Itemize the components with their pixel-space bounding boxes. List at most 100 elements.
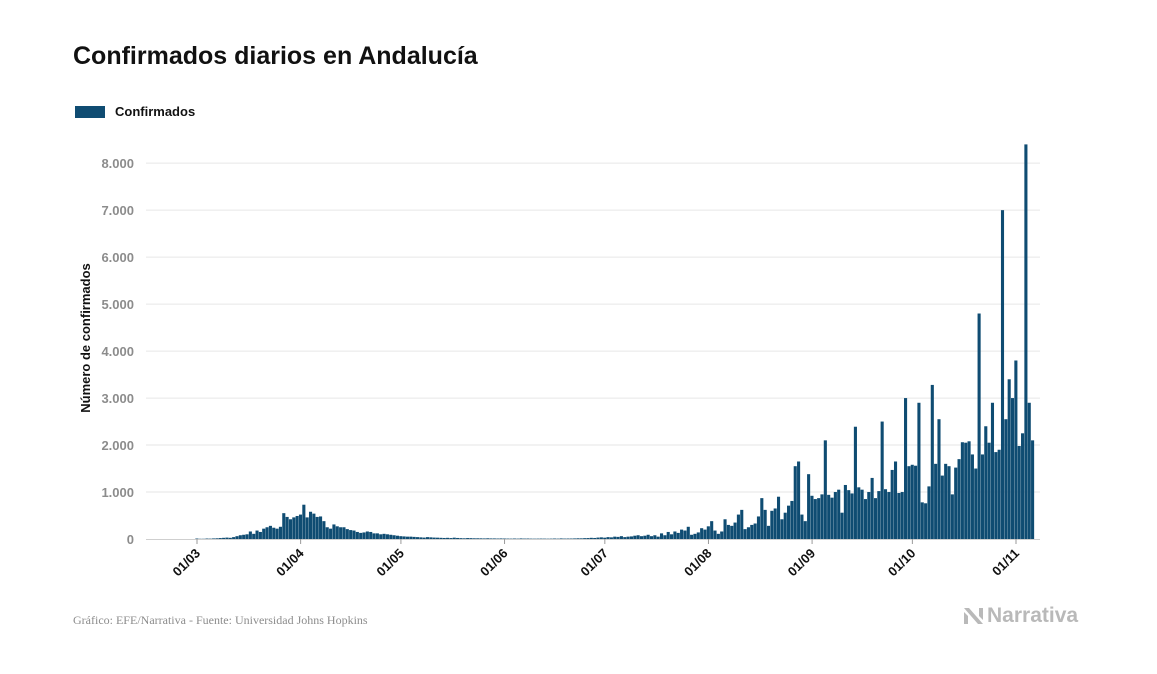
bar bbox=[248, 531, 252, 539]
bar bbox=[960, 442, 964, 539]
bar bbox=[272, 527, 276, 539]
bar bbox=[499, 538, 503, 539]
bar bbox=[225, 537, 229, 539]
bar bbox=[422, 537, 426, 539]
bar bbox=[392, 535, 396, 539]
bars bbox=[195, 144, 1035, 540]
bar bbox=[783, 512, 787, 539]
bar bbox=[787, 505, 791, 539]
x-axis-ticks: 01/03 01/04 01/05 01/06 01/07 01/08 01/09 01/10… bbox=[170, 539, 1022, 580]
bar bbox=[606, 537, 610, 539]
legend-swatch-confirmados bbox=[75, 105, 105, 118]
bar bbox=[379, 534, 383, 539]
bar bbox=[743, 529, 747, 539]
bar bbox=[409, 536, 413, 539]
bar bbox=[793, 466, 797, 539]
bar bbox=[890, 469, 894, 539]
bar bbox=[255, 530, 259, 539]
bar bbox=[626, 536, 630, 539]
bar bbox=[676, 532, 680, 539]
y-tick-label: 2.000 bbox=[101, 438, 134, 453]
bar bbox=[282, 513, 286, 539]
bar bbox=[372, 533, 376, 539]
bar bbox=[930, 384, 934, 539]
bar bbox=[425, 537, 430, 539]
bar bbox=[703, 529, 707, 539]
bar bbox=[278, 526, 282, 539]
legend: Confirmados bbox=[75, 104, 195, 119]
bar bbox=[713, 530, 717, 539]
bar bbox=[1004, 419, 1008, 539]
bar bbox=[944, 463, 948, 539]
bar bbox=[763, 509, 767, 539]
bar bbox=[780, 519, 784, 539]
bar bbox=[666, 531, 670, 539]
bar bbox=[706, 526, 710, 539]
bar bbox=[693, 533, 697, 539]
bar bbox=[880, 421, 884, 539]
bar bbox=[843, 484, 847, 539]
bar bbox=[977, 313, 981, 539]
bar bbox=[790, 500, 794, 539]
bar bbox=[629, 536, 633, 539]
bar bbox=[646, 534, 650, 539]
bar bbox=[436, 537, 440, 539]
y-tick-label: 5.000 bbox=[101, 297, 134, 312]
bar bbox=[980, 454, 984, 539]
bar bbox=[312, 513, 316, 539]
bar bbox=[345, 529, 349, 539]
bar bbox=[596, 537, 600, 539]
bar bbox=[319, 516, 323, 539]
bar bbox=[449, 538, 453, 539]
bar bbox=[579, 538, 583, 539]
bar bbox=[770, 510, 774, 539]
bar bbox=[308, 511, 313, 539]
bar bbox=[803, 521, 807, 539]
bar bbox=[385, 534, 389, 539]
bar bbox=[1021, 433, 1025, 539]
bar bbox=[252, 533, 256, 539]
bar bbox=[298, 514, 303, 539]
bar bbox=[238, 535, 242, 539]
bar bbox=[389, 534, 393, 539]
y-axis-label: Número de confirmados bbox=[78, 263, 93, 413]
bar bbox=[335, 526, 339, 539]
y-gridlines bbox=[146, 162, 1040, 493]
bar bbox=[262, 528, 266, 539]
bar bbox=[1027, 402, 1031, 539]
bar bbox=[593, 537, 597, 539]
narrativa-n-icon bbox=[964, 608, 983, 624]
bar bbox=[218, 538, 222, 539]
bar bbox=[927, 486, 931, 539]
bar bbox=[446, 537, 450, 539]
bar bbox=[442, 537, 446, 539]
bar bbox=[974, 468, 978, 539]
bar bbox=[810, 495, 814, 539]
bar bbox=[877, 491, 881, 539]
bar bbox=[800, 514, 804, 539]
y-tick-label: 0 bbox=[127, 532, 134, 547]
bar bbox=[887, 492, 891, 539]
bar bbox=[643, 535, 647, 539]
bar bbox=[847, 490, 851, 539]
bar bbox=[352, 530, 356, 539]
x-tick-label: 01/06 bbox=[477, 546, 511, 580]
bar bbox=[964, 442, 968, 539]
bar bbox=[823, 440, 827, 539]
legend-label-confirmados: Confirmados bbox=[115, 104, 196, 119]
bar bbox=[883, 489, 888, 539]
brand-name: Narrativa bbox=[987, 604, 1079, 627]
bar bbox=[760, 498, 764, 539]
bar bbox=[663, 535, 667, 539]
bar bbox=[830, 497, 834, 539]
bar bbox=[670, 534, 674, 539]
bar bbox=[315, 516, 319, 539]
bar bbox=[904, 398, 908, 539]
bar bbox=[228, 537, 232, 539]
bar bbox=[726, 524, 730, 539]
bar bbox=[459, 538, 463, 539]
bar bbox=[690, 534, 694, 539]
bar bbox=[369, 531, 373, 539]
bar bbox=[292, 517, 296, 539]
bar bbox=[432, 537, 436, 539]
